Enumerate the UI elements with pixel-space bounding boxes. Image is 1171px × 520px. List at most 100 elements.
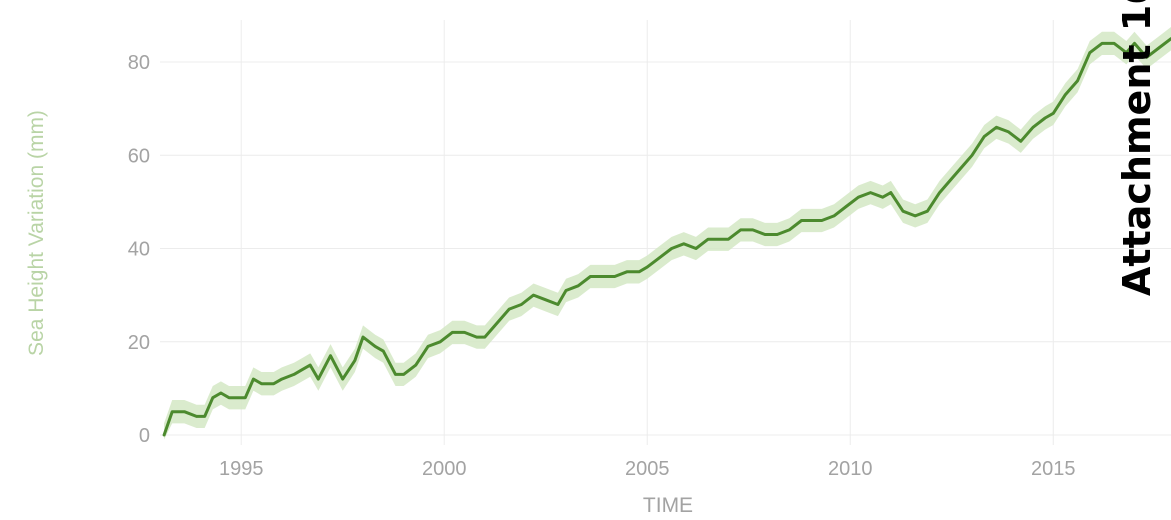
data-point: [1019, 140, 1022, 143]
data-point: [382, 349, 385, 353]
x-axis-title: TIME: [643, 494, 693, 517]
data-point: [962, 163, 966, 166]
y-tick-label-40: 40: [128, 239, 150, 261]
data-point: [564, 289, 568, 292]
data-point: [938, 191, 941, 194]
data-point: [857, 196, 860, 199]
data-point: [183, 410, 186, 413]
x-tick-label-2015: 2015: [1031, 458, 1076, 480]
data-point: [727, 238, 730, 241]
data-point: [162, 433, 166, 437]
data-point: [544, 298, 547, 301]
data-point: [451, 331, 454, 334]
data-point: [1157, 46, 1161, 50]
data-point: [788, 228, 791, 232]
data-point: [1007, 130, 1010, 134]
x-tick-label-2005: 2005: [625, 458, 670, 480]
data-point: [589, 275, 592, 278]
data-point: [869, 191, 872, 194]
data-point: [577, 284, 580, 287]
data-point: [353, 359, 357, 362]
data-point: [658, 256, 661, 259]
data-point: [751, 228, 754, 232]
y-tick-label-80: 80: [128, 52, 150, 74]
data-point: [292, 373, 296, 376]
data-point: [637, 270, 641, 273]
data-point: [463, 331, 466, 334]
data-point: [1113, 42, 1116, 45]
data-point: [341, 377, 344, 381]
uncertainty-band-layer: [164, 27, 1171, 440]
data-point: [1076, 79, 1079, 82]
data-point: [426, 345, 430, 348]
data-point: [1031, 126, 1035, 129]
data-point: [227, 396, 231, 399]
attachment-label: Attachment 16: [1115, 0, 1159, 296]
data-point: [763, 233, 767, 236]
data-point: [508, 307, 511, 311]
x-tick-label-2010: 2010: [828, 458, 873, 480]
data-point: [394, 373, 397, 376]
data-point: [329, 354, 332, 357]
data-point: [309, 363, 312, 367]
data-point: [694, 247, 698, 250]
data-point: [1133, 42, 1136, 45]
data-point: [402, 373, 405, 376]
data-point: [670, 247, 673, 250]
data-point: [495, 321, 499, 325]
data-point: [300, 368, 304, 371]
data-point: [361, 335, 365, 339]
data-point: [1145, 56, 1148, 59]
data-point: [556, 303, 560, 306]
data-point: [914, 214, 917, 218]
data-point: [272, 382, 275, 385]
data-point: [171, 410, 174, 413]
data-point: [881, 196, 884, 199]
data-point: [1064, 93, 1067, 96]
data-point: [706, 238, 710, 241]
tick-labels: 0 20 40 60 80 1995 2000 2005 2010 2015: [128, 52, 1076, 480]
series-line-0: [162, 37, 1171, 437]
data-point: [739, 228, 742, 232]
data-point: [776, 233, 779, 236]
data-point: [926, 210, 929, 213]
data-point: [950, 177, 953, 180]
data-point: [483, 335, 486, 339]
data-point: [520, 303, 523, 306]
data-point: [1052, 112, 1055, 115]
data-point: [1088, 51, 1092, 54]
data-point: [1043, 116, 1047, 120]
data-point: [260, 382, 263, 385]
series-line-layer: [162, 37, 1171, 437]
data-point: [800, 219, 803, 222]
y-axis-title: Sea Height Variation (mm): [25, 110, 48, 356]
data-point: [719, 238, 722, 241]
data-point: [995, 126, 998, 129]
data-point: [646, 265, 649, 269]
data-point: [280, 377, 283, 381]
data-point: [889, 191, 892, 194]
x-tick-label-1995: 1995: [219, 458, 264, 480]
grid: [160, 20, 1171, 445]
data-point: [219, 391, 223, 395]
data-point: [808, 219, 811, 222]
data-point: [983, 135, 986, 138]
data-point: [532, 293, 535, 297]
data-point: [252, 377, 255, 381]
series-band-0: [164, 27, 1171, 440]
data-point: [211, 396, 214, 399]
data-point: [601, 275, 604, 278]
data-point: [845, 205, 848, 208]
y-tick-label-20: 20: [128, 332, 150, 354]
data-point: [439, 340, 442, 343]
data-point: [625, 270, 629, 273]
data-point: [195, 415, 198, 418]
data-point: [613, 275, 616, 278]
y-tick-label-0: 0: [139, 425, 150, 447]
data-point: [832, 214, 836, 218]
data-point: [901, 210, 905, 213]
data-point: [317, 377, 320, 381]
x-tick-label-2000: 2000: [422, 458, 467, 480]
data-point: [1125, 51, 1128, 54]
